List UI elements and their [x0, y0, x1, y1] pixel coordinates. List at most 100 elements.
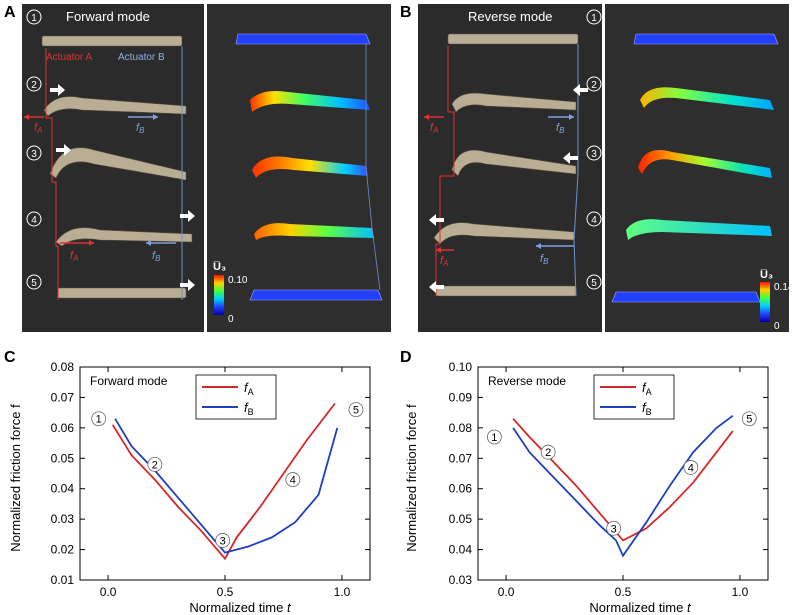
series-line-f-b — [512, 414, 734, 558]
motion-arrow-icon — [180, 210, 195, 222]
panel-label-c: C — [4, 349, 16, 366]
step-marker — [683, 460, 699, 475]
colorbar-min: 0 — [228, 314, 234, 325]
chart-d: 0.03 0.04 0.05 0.06 0.07 0.08 0.09 0.10 0.0 0.5 1.… — [449, 360, 769, 599]
arrow-head-icon — [146, 240, 151, 246]
motion-arrow-icon — [573, 84, 588, 96]
actuator-a-guide-line — [45, 48, 59, 300]
y-axis-label: Normalized friction force f — [404, 404, 419, 552]
arrow-head-icon — [436, 247, 441, 253]
simulation-strips-b — [611, 33, 779, 303]
step-marker-label: 3 — [220, 535, 226, 547]
y-axis-label: Normalized friction force f — [8, 404, 23, 552]
x-tick-label: 0.5 — [217, 585, 234, 599]
colorbar-label: U̅₃ — [760, 269, 773, 281]
motion-arrow-icon — [429, 281, 444, 293]
y-tick-label: 0.06 — [449, 482, 473, 496]
actuator-strip — [41, 35, 183, 47]
panel-label-b: B — [400, 4, 412, 21]
step-number: 5 — [591, 278, 597, 289]
arrow-head-icon — [424, 114, 429, 120]
step-number: 4 — [591, 215, 597, 226]
force-a-label: fA — [430, 122, 438, 135]
x-axis-label: Normalized time t — [189, 600, 292, 615]
y-tick-label: 0.01 — [51, 573, 75, 587]
plot-annotation: Forward mode — [90, 374, 168, 388]
step-marker-label: 4 — [290, 475, 296, 487]
x-axis-label: Normalized time t — [589, 600, 692, 615]
step-marker — [540, 444, 556, 460]
x-tick-label: 1.0 — [334, 585, 351, 599]
actuator-a-label: Actuator A — [46, 52, 92, 63]
x-tick-label: 0.0 — [498, 585, 515, 599]
y-tick-label: 0.06 — [51, 421, 75, 435]
colorbar-a: U̅₃ 0.10 0 — [213, 261, 248, 325]
step-number: 3 — [31, 149, 37, 160]
y-tick-label: 0.09 — [449, 390, 473, 404]
panel-label-d: D — [400, 349, 412, 366]
colorbar-min: 0 — [774, 321, 780, 332]
arrow-head-icon — [153, 114, 158, 120]
y-tick-label: 0.04 — [51, 482, 75, 496]
step-number: 1 — [31, 13, 37, 24]
arrow-head-icon — [24, 114, 29, 120]
motion-arrow-icon — [429, 214, 444, 226]
y-tick-label: 0.05 — [449, 512, 473, 526]
colorbar-gradient — [214, 275, 224, 315]
step-marker-label: 5 — [353, 405, 359, 417]
actuator-a-guide-line — [435, 46, 455, 296]
step-marker-label: 2 — [152, 459, 158, 471]
step-marker-label: 1 — [96, 414, 102, 426]
colorbar-b: U̅₃ 0.14 0 — [760, 269, 794, 332]
series-line-f-b — [114, 418, 339, 554]
actuator-photos-a — [41, 35, 193, 299]
step-marker-label: 1 — [491, 432, 497, 444]
motion-arrow-icon — [56, 144, 71, 156]
step-number: 5 — [31, 278, 37, 289]
y-tick-label: 0.08 — [51, 360, 75, 374]
step-marker — [147, 456, 163, 472]
colorbar-gradient — [760, 282, 770, 322]
step-marker — [215, 533, 231, 548]
panel-d: D Normalized friction force f Normalized… — [400, 349, 769, 615]
force-b-label: fB — [556, 122, 565, 135]
actuator-b-label: Actuator B — [118, 52, 165, 63]
panel-label-a: A — [4, 4, 16, 21]
series-line-f-a — [512, 418, 734, 542]
x-tick-label: 0.5 — [615, 585, 632, 599]
legend-box — [195, 374, 277, 420]
step-markers-a — [26, 9, 42, 290]
step-number: 4 — [31, 215, 37, 226]
simulation-strips-a — [235, 33, 383, 301]
step-marker-label: 4 — [688, 462, 694, 474]
force-a-label: fA — [70, 250, 78, 263]
panel-c: C Normalized friction force f Normalized… — [4, 349, 371, 615]
step-markers-b — [586, 9, 602, 290]
step-marker — [348, 402, 364, 418]
step-number: 2 — [591, 80, 597, 91]
step-number: 3 — [591, 149, 597, 160]
panel-a: A Forward mode Actuator A Actuator B — [4, 4, 391, 332]
force-b-label: fB — [136, 122, 145, 135]
step-marker — [486, 429, 502, 445]
colorbar-max: 0.14 — [774, 282, 794, 293]
mode-title-b: Reverse mode — [468, 9, 553, 24]
motion-arrow-icon — [50, 84, 65, 96]
colorbar-label: U̅₃ — [213, 261, 226, 273]
step-marker — [285, 472, 301, 487]
step-marker — [91, 411, 107, 427]
step-marker — [741, 411, 757, 427]
actuator-strip — [55, 227, 193, 247]
legend-label: fB — [244, 400, 254, 417]
y-tick-label: 0.10 — [449, 360, 473, 374]
force-b-label: fB — [540, 253, 549, 266]
step-marker — [606, 520, 622, 536]
force-a-label: fA — [440, 255, 448, 268]
motion-arrow-icon — [180, 279, 195, 291]
actuator-photos-b — [433, 33, 579, 297]
legend-label: fA — [244, 380, 254, 397]
colorbar-max: 0.10 — [228, 275, 248, 286]
step-marker-label: 3 — [611, 523, 617, 535]
chart-c: 0.01 0.02 0.03 0.04 0.05 0.06 0.07 0.08 0.0 0.5 1.… — [51, 360, 371, 599]
